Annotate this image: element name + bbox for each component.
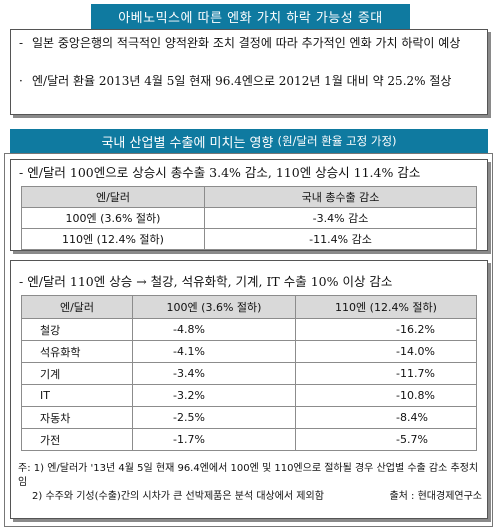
bullet-text: 일본 중앙은행의 적극적인 양적완화 조치 결정에 따라 추가적인 엔화 가치 … — [32, 36, 461, 50]
table-cell: -11.7% — [295, 362, 477, 385]
table-cell: 100엔 (3.6% 절하) — [21, 207, 205, 229]
table-row: 자동차 -2.5% -8.4% — [21, 406, 477, 429]
table1-heading: - 엔/달러 100엔으로 상승시 총수출 3.4% 감소, 110엔 상승시 … — [19, 165, 421, 180]
bullet-marker: · — [19, 74, 23, 88]
table1-box: - 엔/달러 100엔으로 상승시 총수출 3.4% 감소, 110엔 상승시 … — [10, 159, 488, 251]
table-cell: 철강 — [21, 318, 133, 341]
section2-title-note: (원/달러 환율 고정 가정) — [277, 134, 397, 148]
bullet-marker: - — [19, 36, 24, 50]
table2-box: - 엔/달러 110엔 상승 → 철강, 석유화학, 기계, IT 수출 10%… — [10, 260, 488, 519]
table-cell: -3.4% 감소 — [204, 207, 477, 229]
column-header: 엔/달러 — [21, 186, 205, 208]
column-header: 국내 총수출 감소 — [204, 186, 477, 208]
column-header: 엔/달러 — [21, 295, 133, 319]
table-cell: 석유화학 — [21, 340, 133, 363]
bullet-item: - 일본 중앙은행의 적극적인 양적완화 조치 결정에 따라 추가적인 엔화 가… — [19, 34, 481, 52]
table-row: 100엔 (3.6% 절하) -3.4% 감소 — [21, 207, 477, 229]
section1-box: - 일본 중앙은행의 적극적인 양적완화 조치 결정에 따라 추가적인 엔화 가… — [10, 29, 488, 115]
column-header: 110엔 (12.4% 절하) — [295, 295, 477, 319]
section1-title: 아베노믹스에 따른 엔화 가치 하락 가능성 증대 — [91, 4, 410, 29]
section2-title-text: 국내 산업별 수출에 미치는 영향 — [101, 135, 274, 151]
table-cell: -3.4% — [132, 362, 296, 385]
table-cell: -11.4% 감소 — [204, 228, 477, 250]
table-cell: -4.1% — [132, 340, 296, 363]
table-cell: -8.4% — [295, 406, 477, 429]
section2-title: 국내 산업별 수출에 미치는 영향 (원/달러 환율 고정 가정) — [10, 129, 488, 153]
table-cell: 기계 — [21, 362, 133, 385]
table-row: IT -3.2% -10.8% — [21, 384, 477, 407]
table-row: 기계 -3.4% -11.7% — [21, 362, 477, 385]
table-cell: -10.8% — [295, 384, 477, 407]
table-cell: -1.7% — [132, 428, 296, 451]
table-header-row: 엔/달러 국내 총수출 감소 — [21, 186, 477, 208]
source-credit: 출처 : 현대경제연구소 — [389, 491, 482, 502]
table2-heading: - 엔/달러 110엔 상승 → 철강, 석유화학, 기계, IT 수출 10%… — [19, 274, 393, 289]
table-cell: -2.5% — [132, 406, 296, 429]
table-row: 가전 -1.7% -5.7% — [21, 428, 477, 451]
table-cell: 가전 — [21, 428, 133, 451]
footnote-text: 2) 수주와 기성(수출)간의 시차가 큰 선박제품은 분석 대상에서 제외함 — [32, 491, 324, 502]
table-cell: 110엔 (12.4% 절하) — [21, 228, 205, 250]
footnote: 2) 수주와 기성(수출)간의 시차가 큰 선박제품은 분석 대상에서 제외함 — [18, 490, 482, 504]
bullet-text: 엔/달러 환율 2013년 4월 5일 현재 96.4엔으로 2012년 1월 … — [32, 74, 452, 88]
table-cell: -4.8% — [132, 318, 296, 341]
footnote: 주: 1) 엔/달러가 '13년 4월 5일 현재 96.4엔에서 100엔 및… — [18, 462, 482, 490]
table-row: 석유화학 -4.1% -14.0% — [21, 340, 477, 363]
table-cell: -3.2% — [132, 384, 296, 407]
column-header: 100엔 (3.6% 절하) — [132, 295, 296, 319]
table-row: 110엔 (12.4% 절하) -11.4% 감소 — [21, 228, 477, 250]
footnote-text: 주: 1) 엔/달러가 '13년 4월 5일 현재 96.4엔에서 100엔 및… — [18, 463, 479, 488]
industry-export-table: 엔/달러 100엔 (3.6% 절하) 110엔 (12.4% 절하) 철강 -… — [21, 295, 477, 451]
total-export-table: 엔/달러 국내 총수출 감소 100엔 (3.6% 절하) -3.4% 감소 1… — [21, 186, 477, 250]
footnotes: 주: 1) 엔/달러가 '13년 4월 5일 현재 96.4엔에서 100엔 및… — [18, 462, 482, 504]
table-cell: IT — [21, 384, 133, 407]
bullet-item: · 엔/달러 환율 2013년 4월 5일 현재 96.4엔으로 2012년 1… — [19, 72, 481, 90]
table-row: 철강 -4.8% -16.2% — [21, 318, 477, 341]
table-cell: 자동차 — [21, 406, 133, 429]
table-cell: -14.0% — [295, 340, 477, 363]
table-header-row: 엔/달러 100엔 (3.6% 절하) 110엔 (12.4% 절하) — [21, 295, 477, 319]
table-cell: -16.2% — [295, 318, 477, 341]
table-cell: -5.7% — [295, 428, 477, 451]
